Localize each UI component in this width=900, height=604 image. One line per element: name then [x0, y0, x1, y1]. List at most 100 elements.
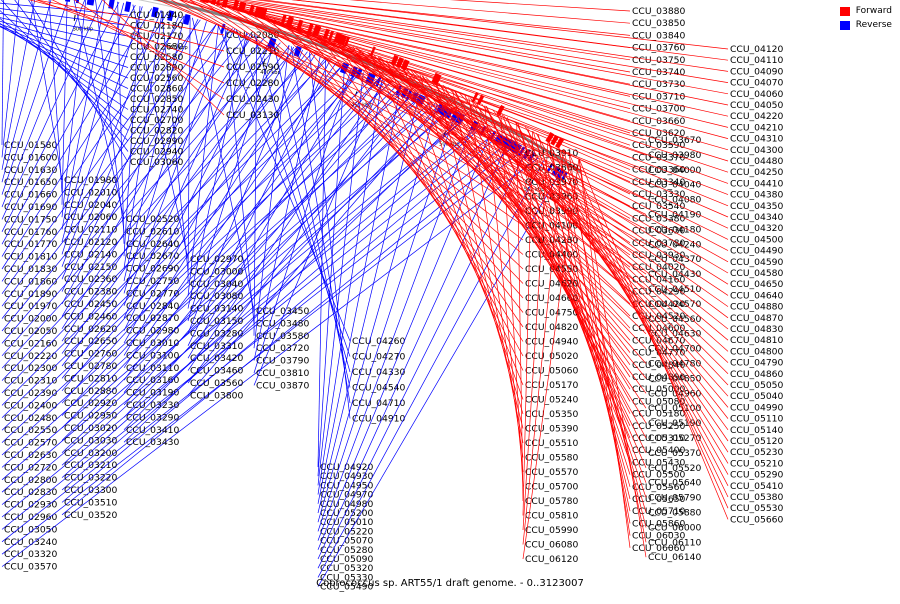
- gene-red-right-leader-39: [546, 139, 729, 486]
- gene-blue-col4-leader-3: [187, 24, 219, 297]
- gene-red-col1-leader-22: [344, 43, 631, 280]
- gene-red-right-label-41: CCU_05530: [730, 503, 784, 514]
- gene-red-col2-label-11: CCU_04750: [525, 308, 579, 319]
- gene-blue-col1-label-3: CCU_01650: [4, 177, 58, 188]
- gene-red-col2-leader-0: [157, 0, 524, 154]
- gene-blue-col5-label-5: CCU_03810: [256, 368, 310, 379]
- gene-blue-col2-label-10: CCU_02450: [64, 299, 118, 310]
- gene-blue-col1-label-6: CCU_01750: [4, 214, 58, 225]
- gene-red-col2-label-14: CCU_05020: [525, 351, 579, 362]
- gene-blue-bottom-label-12: CCU_05330: [320, 572, 374, 583]
- gene-blue-col1-label-16: CCU_02160: [4, 338, 58, 349]
- gene-top-blue-label-0: CCU_01940: [130, 10, 184, 21]
- gene-red-col3-leader-10: [290, 24, 647, 290]
- gene-blue-col1-label-9: CCU_01810: [4, 252, 58, 263]
- gene-blue-col2-label-0: CCU_01980: [64, 175, 118, 186]
- gene-blue-col1-leader-1: [1, 0, 20, 158]
- gene-blue-col1-label-21: CCU_02400: [4, 400, 58, 411]
- gene-blue-bottom-leader-11: [317, 150, 527, 569]
- gene-blue-col3-leader-8: [123, 33, 251, 319]
- reverse-gene-49: [65, 0, 71, 2]
- gene-top-blue-leader-4: [0, 20, 129, 58]
- gene-red-right-leader-0: [291, 0, 729, 50]
- gene-blue-col5-label-2: CCU_03580: [256, 331, 310, 342]
- gene-red-right-leader-9: [202, 0, 729, 151]
- gene-top-blue-label-13: CCU_02940: [130, 147, 184, 158]
- gene-blue-bottom-label-6: CCU_05010: [320, 517, 374, 528]
- gene-blue-bottom-leader-12: [317, 160, 545, 578]
- legend: Forward Reverse: [839, 6, 892, 34]
- gene-blue-col2-label-9: CCU_02380: [64, 287, 118, 298]
- gene-blue-col4-leader-5: [187, 40, 276, 322]
- gene-red-col3-leader-24: [517, 122, 647, 498]
- gene-blue-col3-label-9: CCU_02980: [126, 326, 180, 337]
- gene-top-blue-leader-14: [28, 0, 129, 163]
- gene-blue-col4-label-10: CCU_03560: [190, 378, 244, 389]
- gene-top-red-label-2: CCU_02590: [226, 62, 280, 73]
- gene-red-col2-leader-24: [516, 122, 524, 502]
- gene-red-col1-label-36: CCU_05400: [632, 445, 686, 456]
- reverse-gene-83: [293, 45, 302, 58]
- gene-red-right-leader-2: [241, 0, 729, 72]
- gene-red-right-leader-29: [436, 81, 729, 375]
- gene-red-col3-label-27: CCU_06110: [648, 537, 702, 548]
- gene-red-right-leader-38: [535, 132, 729, 475]
- gene-top-blue-leader-6: [0, 25, 129, 79]
- gene-red-right-label-28: CCU_04790: [730, 358, 784, 369]
- gene-red-right-label-14: CCU_04350: [730, 201, 784, 212]
- gene-blue-col5-leader-1: [224, 26, 255, 324]
- gene-red-col1-label-0: CCU_03880: [632, 6, 686, 17]
- gene-red-col1-label-42: CCU_05860: [632, 518, 686, 529]
- gene-blue-col2-leader-18: [61, 71, 362, 404]
- gene-blue-col2-leader-6: [61, 6, 143, 255]
- gene-blue-mid-label-0: CCU_04260: [352, 336, 406, 347]
- gene-blue-col1-leader-5: [1, 0, 86, 208]
- gene-blue-col1-label-17: CCU_02220: [4, 351, 58, 362]
- gene-red-right-leader-5: [208, 0, 729, 106]
- gene-red-right-leader-4: [215, 0, 729, 95]
- gene-blue-bottom-leader-0: [317, 58, 327, 468]
- gene-blue-col1-label-1: CCU_01600: [4, 152, 58, 163]
- gene-blue-mid-label-2: CCU_04330: [352, 367, 406, 378]
- gene-blue-col2-label-11: CCU_02460: [64, 311, 118, 322]
- gene-blue-col2-label-25: CCU_03300: [64, 485, 118, 496]
- gene-top-blue-leader-0: [0, 2, 129, 16]
- gene-blue-col3-leader-6: [123, 21, 207, 294]
- gene-red-col1-label-6: CCU_03730: [632, 79, 686, 90]
- gene-red-col1-label-4: CCU_03750: [632, 55, 686, 66]
- gene-red-right-label-21: CCU_04650: [730, 279, 784, 290]
- gene-red-right-leader-6: [204, 0, 729, 117]
- gene-blue-col2-leader-21: [61, 93, 414, 441]
- gene-blue-col3-label-6: CCU_02770: [126, 288, 180, 299]
- gene-red-col2-label-25: CCU_05810: [525, 511, 579, 522]
- gene-red-right-label-30: CCU_05050: [730, 380, 784, 391]
- gene-blue-col3-label-3: CCU_02670: [126, 251, 180, 262]
- gene-red-col3-label-3: CCU_04040: [648, 180, 702, 191]
- gene-blue-col1-label-24: CCU_02570: [4, 438, 58, 449]
- gene-red-col1-label-5: CCU_03740: [632, 67, 686, 78]
- gene-red-col3-label-6: CCU_04180: [648, 224, 702, 235]
- gene-red-right-label-16: CCU_04320: [730, 223, 784, 234]
- gene-red-col2-label-20: CCU_05510: [525, 438, 579, 449]
- gene-red-col1-label-2: CCU_03840: [632, 30, 686, 41]
- gene-blue-col2-leader-25: [61, 126, 483, 491]
- gene-red-right-label-38: CCU_05290: [730, 470, 784, 481]
- gene-red-col1-leader-8: [201, 0, 631, 109]
- gene-blue-col2-leader-19: [61, 78, 379, 416]
- legend-forward-label: Forward: [855, 6, 892, 16]
- gene-red-right-leader-8: [201, 0, 729, 139]
- gene-blue-bottom-leader-3: [317, 79, 383, 495]
- gene-blue-col1-label-30: CCU_02960: [4, 512, 58, 523]
- gene-red-col3-label-18: CCU_05100: [648, 403, 702, 414]
- gene-blue-bottom-label-10: CCU_05090: [320, 554, 374, 565]
- gene-red-col1-label-19: CCU_03780: [632, 238, 686, 249]
- gene-blue-mid-label-1: CCU_04270: [352, 352, 406, 363]
- gene-red-col3-leader-8: [256, 14, 647, 260]
- gene-top-blue-leader-5: [0, 23, 129, 68]
- gene-blue-col2-label-18: CCU_02920: [64, 398, 118, 409]
- gene-red-col2-label-4: CCU_03990: [525, 206, 579, 217]
- gene-red-col1-leader-2: [291, 0, 631, 36]
- gene-blue-bottom-label-9: CCU_05280: [320, 545, 374, 556]
- gene-blue-col1-leader-4: [1, 0, 69, 195]
